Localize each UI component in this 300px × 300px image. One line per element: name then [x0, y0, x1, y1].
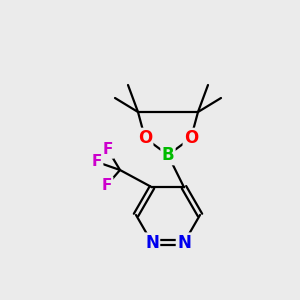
Text: F: F: [102, 178, 112, 193]
Text: N: N: [177, 234, 191, 252]
Text: F: F: [103, 142, 113, 158]
Text: B: B: [162, 146, 174, 164]
Text: N: N: [145, 234, 159, 252]
Text: O: O: [184, 129, 198, 147]
Text: F: F: [92, 154, 102, 169]
Text: O: O: [138, 129, 152, 147]
